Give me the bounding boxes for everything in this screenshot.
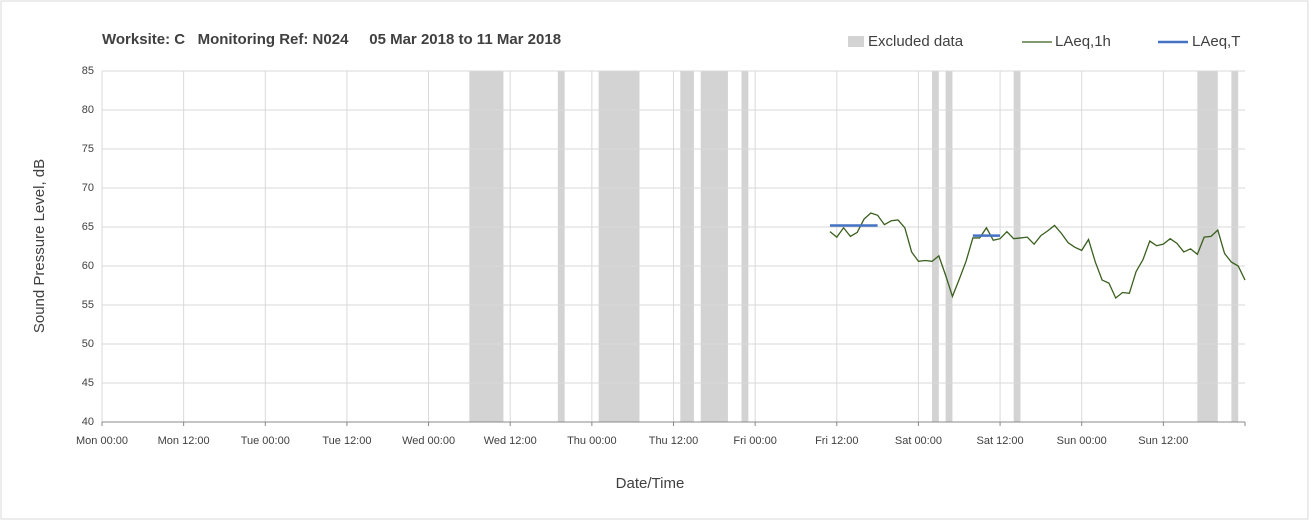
x-tick-label: Sun 12:00: [1138, 435, 1188, 447]
excluded-band: [945, 71, 953, 422]
y-tick-label: 50: [82, 338, 94, 350]
y-tick-label: 75: [82, 143, 94, 155]
y-tick-label: 85: [82, 65, 94, 77]
y-tick-label: 55: [82, 299, 94, 311]
y-tick-label: 80: [82, 104, 94, 116]
x-tick-label: Mon 12:00: [158, 435, 210, 447]
excluded-band: [680, 71, 694, 422]
excluded-band: [598, 71, 640, 422]
excluded-band: [700, 71, 728, 422]
excluded-band: [557, 71, 565, 422]
x-tick-label: Fri 00:00: [733, 435, 776, 447]
series-line: [829, 212, 1246, 300]
y-tick-label: 70: [82, 182, 94, 194]
excluded-band: [469, 71, 504, 422]
x-tick-label: Wed 00:00: [402, 435, 455, 447]
x-tick-label: Tue 00:00: [241, 435, 290, 447]
legend-label: Excluded data: [868, 33, 964, 50]
y-tick-label: 45: [82, 377, 94, 389]
x-tick-label: Thu 12:00: [649, 435, 699, 447]
x-axis-label: Date/Time: [616, 475, 685, 492]
excluded-band: [1197, 71, 1218, 422]
y-tick-label: 60: [82, 260, 94, 272]
y-tick-label: 65: [82, 221, 94, 233]
excluded-band: [741, 71, 749, 422]
legend-label: LAeq,1h: [1055, 33, 1111, 50]
excluded-band: [1013, 71, 1021, 422]
chart-title: Worksite: C Monitoring Ref: N024 05 Mar …: [102, 31, 561, 48]
x-tick-label: Thu 00:00: [567, 435, 617, 447]
legend-swatch: [848, 36, 864, 47]
x-tick-label: Fri 12:00: [815, 435, 858, 447]
x-tick-label: Mon 00:00: [76, 435, 128, 447]
x-tick-label: Sat 12:00: [977, 435, 1024, 447]
excluded-band: [1231, 71, 1239, 422]
x-tick-label: Tue 12:00: [322, 435, 371, 447]
x-tick-label: Sun 00:00: [1057, 435, 1107, 447]
legend-label: LAeq,T: [1192, 33, 1240, 50]
x-tick-label: Sat 00:00: [895, 435, 942, 447]
x-tick-label: Wed 12:00: [484, 435, 537, 447]
y-tick-label: 40: [82, 416, 94, 428]
y-axis-label: Sound Pressure Level, dB: [31, 159, 48, 333]
excluded-band: [932, 71, 939, 422]
